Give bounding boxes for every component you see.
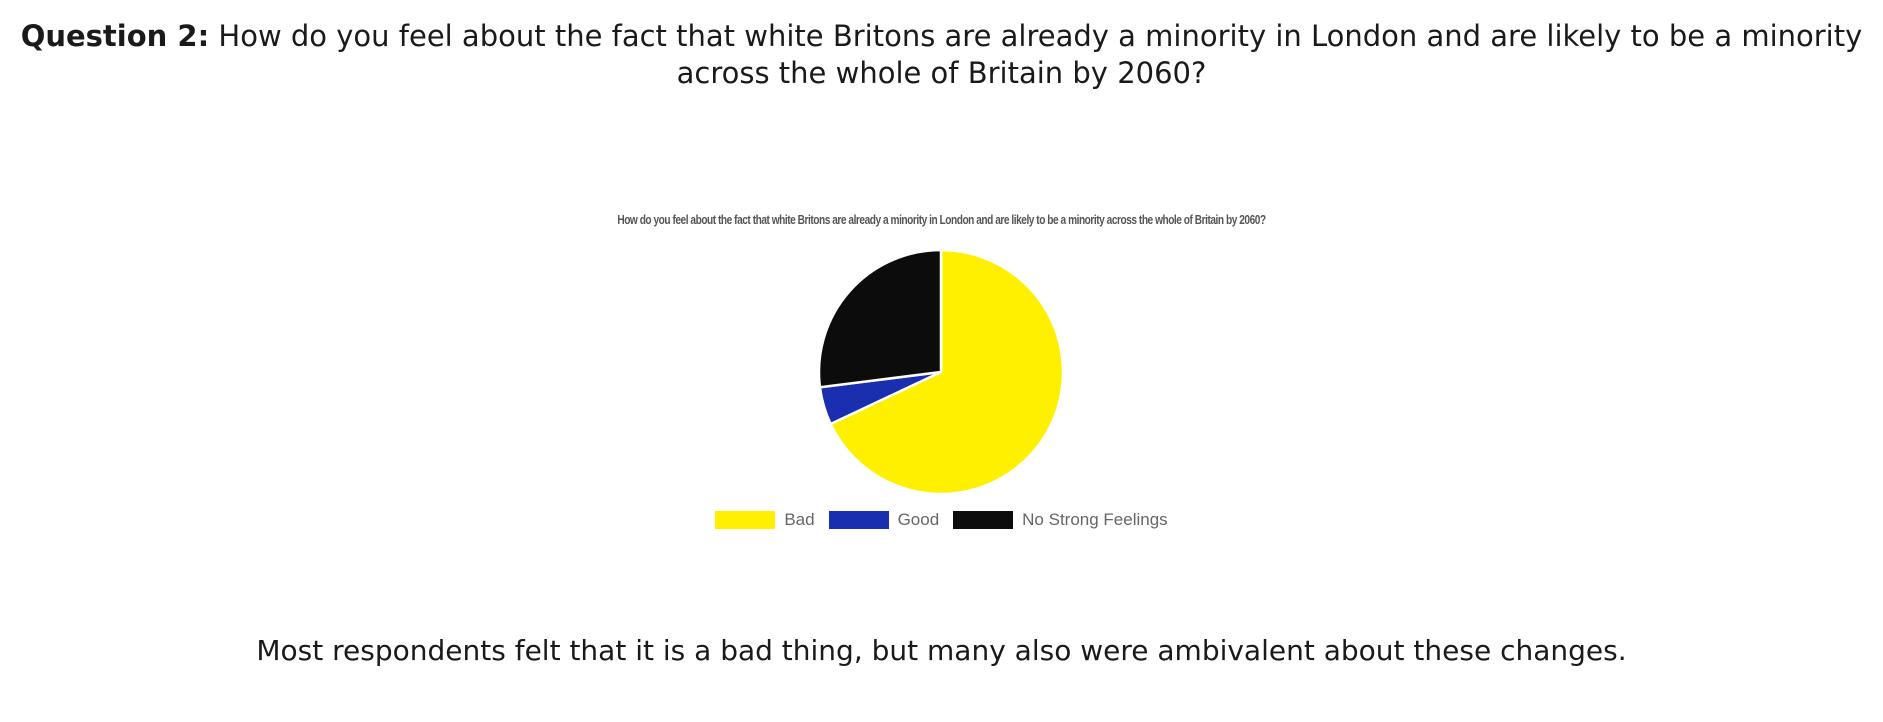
legend-swatch-bad <box>715 511 776 529</box>
pie-slice-bad[interactable] <box>829 248 1065 496</box>
legend-item-no-strong-feelings[interactable]: No Strong Feelings <box>953 510 1168 530</box>
legend-label-bad: Bad <box>784 510 815 529</box>
question-heading: Question 2: How do you feel about the fa… <box>0 18 1883 92</box>
chart-container: How do you feel about the fact that whit… <box>0 200 1883 540</box>
conclusion-text: Most respondents felt that it is a bad t… <box>256 634 1627 667</box>
legend-item-bad[interactable]: Bad <box>715 510 815 530</box>
legend-swatch-good <box>828 511 889 529</box>
pie-slice-no-strong-feelings[interactable] <box>817 248 943 389</box>
legend-item-good[interactable]: Good <box>828 510 940 530</box>
legend-swatch-no-strong-feelings <box>953 511 1014 529</box>
question-label: Question 2: <box>20 19 210 53</box>
legend-label-no-strong-feelings: No Strong Feelings <box>1022 510 1168 529</box>
chart-legend: Bad Good No Strong Feelings <box>0 510 1883 530</box>
chart-title: How do you feel about the fact that whit… <box>617 212 1266 227</box>
question-text: How do you feel about the fact that whit… <box>218 19 1863 90</box>
pie-chart <box>817 248 1065 496</box>
legend-label-good: Good <box>897 510 940 529</box>
